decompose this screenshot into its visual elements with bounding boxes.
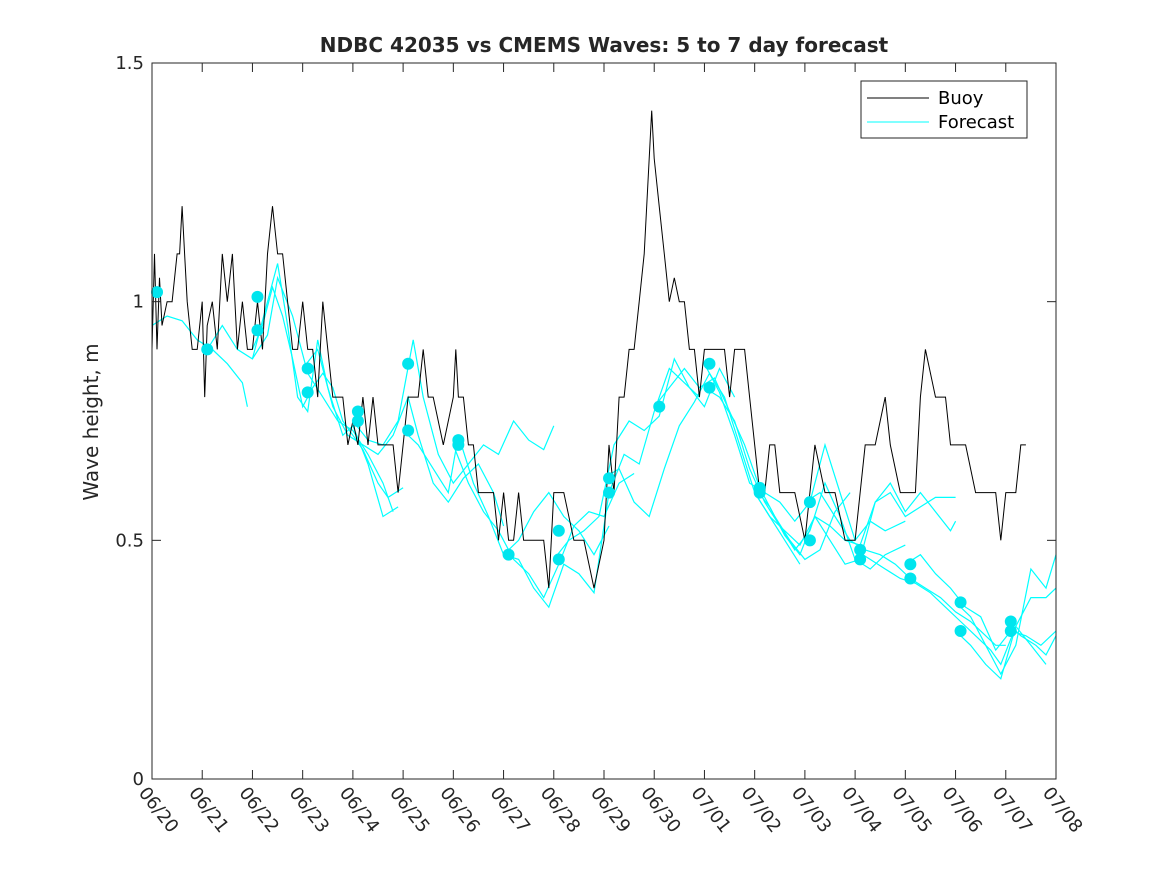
forecast-marker-1: [151, 286, 164, 299]
forecast-marker-10: [402, 424, 415, 437]
forecast-line-12: [653, 367, 851, 561]
forecast-line-2: [206, 275, 394, 512]
forecast-marker-18: [653, 400, 666, 413]
forecast-marker-4: [251, 324, 264, 337]
legend-buoy-label: Buoy: [938, 88, 984, 109]
forecast-marker-31: [1004, 615, 1017, 628]
chart-title: NDBC 42035 vs CMEMS Waves: 5 to 7 day fo…: [320, 33, 889, 57]
forecast-line-9: [503, 367, 700, 609]
forecast-marker-26: [854, 553, 867, 566]
y-tick-label: 0: [133, 769, 144, 790]
forecast-marker-16: [603, 472, 616, 485]
forecast-marker-28: [904, 572, 917, 585]
forecast-marker-7: [351, 405, 364, 418]
forecast-line-3: [251, 285, 404, 499]
forecast-marker-19: [703, 357, 716, 370]
forecast-marker-23: [803, 496, 816, 509]
forecast-marker-32: [1004, 625, 1017, 638]
forecast-marker-25: [854, 543, 867, 556]
forecast-marker-27: [904, 558, 917, 571]
y-axis-label: Wave height, m: [79, 343, 103, 500]
forecast-line-20: [955, 554, 1057, 676]
forecast-marker-15: [552, 553, 565, 566]
forecast-line-8: [452, 444, 635, 599]
forecast-marker-22: [753, 486, 766, 499]
forecast-line-4: [251, 263, 399, 518]
forecast-marker-8: [351, 415, 364, 427]
forecast-line-21: [955, 587, 1057, 680]
forecast-marker-2: [201, 343, 214, 356]
legend: Buoy Forecast: [860, 80, 1028, 139]
forecast-marker-29: [954, 596, 967, 609]
forecast-marker-17: [603, 486, 616, 499]
forecast-line-6: [352, 339, 555, 485]
forecast-marker-30: [954, 625, 967, 638]
forecast-marker-6: [301, 386, 314, 399]
y-tick-label: 1.5: [115, 53, 144, 74]
forecast-line-10: [553, 357, 736, 560]
forecast-marker-3: [251, 290, 264, 303]
y-tick-label: 0.5: [115, 530, 144, 551]
buoy-line: [151, 110, 1026, 589]
plot-area: [151, 110, 1057, 680]
forecast-marker-13: [502, 548, 515, 561]
legend-forecast-label: Forecast: [938, 112, 1014, 133]
legend-frame: [860, 80, 1028, 139]
forecast-marker-5: [301, 362, 314, 375]
forecast-line-19: [904, 553, 1057, 652]
forecast-marker-14: [552, 524, 565, 537]
forecast-marker-9: [402, 357, 415, 370]
forecast-marker-20: [703, 381, 716, 394]
forecast-line-16: [754, 491, 956, 547]
forecast-marker-12: [452, 438, 465, 451]
forecast-marker-24: [803, 534, 816, 547]
y-tick-label: 1: [133, 292, 144, 313]
